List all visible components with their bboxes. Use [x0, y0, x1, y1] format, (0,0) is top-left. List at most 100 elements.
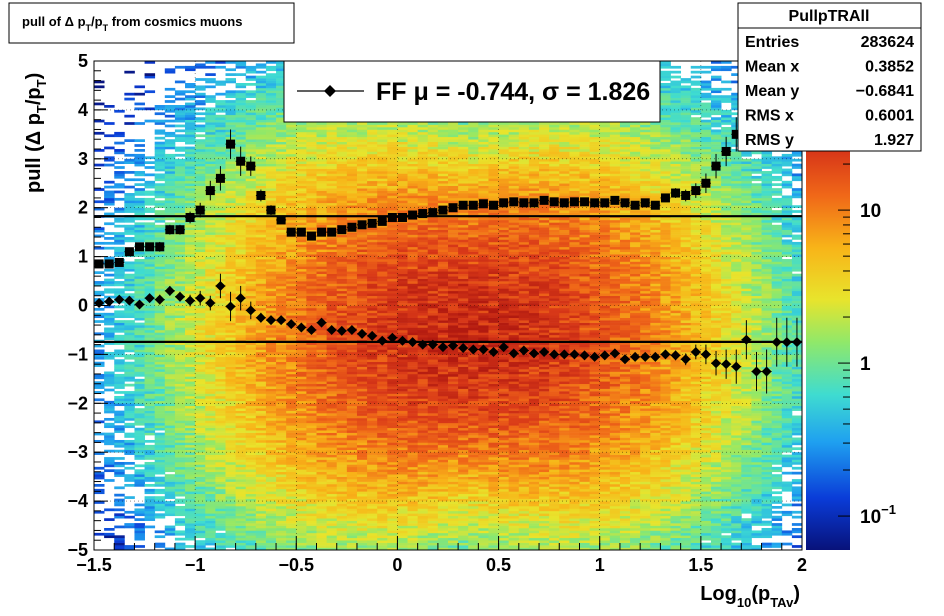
rms-point [155, 242, 164, 251]
rms-point [347, 223, 356, 232]
rms-point [691, 186, 700, 195]
y-tick-label: −1 [67, 344, 88, 364]
rms-point [95, 259, 104, 268]
rms-point [358, 220, 367, 229]
stats-value: 1.927 [874, 132, 914, 149]
x-axis-title: Log10(pTAv) [700, 583, 800, 610]
rms-point [722, 147, 731, 156]
rms-point [529, 198, 538, 207]
rms-point [438, 206, 447, 215]
rms-point [327, 228, 336, 237]
rms-point [600, 198, 609, 207]
x-tick-label: 1 [595, 555, 605, 575]
y-tick-label: −4 [67, 491, 88, 511]
rms-point [236, 157, 245, 166]
legend-text: FF μ = -0.744, σ = 1.826 [376, 78, 650, 106]
rms-point [368, 219, 377, 228]
rms-point [701, 179, 710, 188]
rms-point [681, 191, 690, 200]
rms-point [277, 215, 286, 224]
rms-point [661, 193, 670, 202]
stats-name: PullpTRAll [789, 8, 870, 25]
rms-point [651, 201, 660, 210]
stats-value: 0.6001 [865, 108, 914, 125]
rms-point [125, 247, 134, 256]
heatmap-cells [94, 61, 802, 550]
rms-point [307, 232, 316, 241]
rms-point [459, 201, 468, 210]
rms-point [580, 197, 589, 206]
y-tick-label: 2 [78, 198, 88, 218]
rms-point [226, 140, 235, 149]
stats-label: Mean x [745, 59, 799, 76]
rms-point [610, 196, 619, 205]
y-tick-label: −2 [67, 393, 88, 413]
rms-point [560, 198, 569, 207]
rms-point [287, 228, 296, 237]
x-tick-label: 1.5 [688, 555, 713, 575]
rms-point [671, 189, 680, 198]
rms-point [621, 198, 630, 207]
stats-label: RMS x [745, 108, 794, 125]
rms-point [246, 162, 255, 171]
stats-value: 283624 [861, 34, 914, 51]
y-tick-label: 5 [78, 51, 88, 71]
rms-point [499, 198, 508, 207]
y-axis-title: pull (Δ pT/pT) [23, 73, 49, 193]
rms-point [388, 213, 397, 222]
rms-point [641, 198, 650, 207]
x-tick-label: 0.5 [486, 555, 511, 575]
rms-point [337, 225, 346, 234]
rms-point [509, 197, 518, 206]
rms-point [115, 258, 124, 267]
rms-point [297, 228, 306, 237]
y-tick-label: 1 [78, 247, 88, 267]
y-tick-label: 0 [78, 296, 88, 316]
x-tick-label: −1 [185, 555, 206, 575]
rms-point [256, 191, 265, 200]
z-tick-label: 10 [860, 201, 881, 222]
fit-legend: FF μ = -0.744, σ = 1.826 [284, 61, 660, 122]
rms-point [196, 206, 205, 215]
y-tick-label: 4 [78, 100, 88, 120]
z-tick-label: 1 [860, 354, 871, 375]
rms-point [550, 197, 559, 206]
stats-value: 0.3852 [865, 59, 914, 76]
rms-point [469, 201, 478, 210]
rms-point [712, 162, 721, 171]
z-tick-label: 10−1 [860, 502, 896, 528]
rms-point [175, 225, 184, 234]
rms-point [519, 198, 528, 207]
rms-point [317, 228, 326, 237]
stats-label: RMS y [745, 132, 794, 149]
rms-point [418, 209, 427, 218]
rms-point [186, 213, 195, 222]
title-box: pull of Δ pT/pT from cosmics muons [9, 3, 294, 43]
rms-point [135, 242, 144, 251]
rms-point [631, 201, 640, 210]
y-tick-label: 3 [78, 149, 88, 169]
rms-point [398, 213, 407, 222]
rms-point [267, 206, 276, 215]
y-tick-label: −3 [67, 442, 88, 462]
stats-value: −0.6841 [856, 83, 914, 100]
x-tick-label: −0.5 [279, 555, 315, 575]
stats-label: Mean y [745, 83, 799, 100]
rms-point [540, 196, 549, 205]
rms-point [570, 197, 579, 206]
rms-point [206, 186, 215, 195]
color-scale: 10−1 1 10 [806, 118, 896, 550]
rms-point [489, 201, 498, 210]
rms-point [408, 211, 417, 220]
rms-point [105, 259, 114, 268]
rms-point [479, 199, 488, 208]
rms-point [165, 225, 174, 234]
stats-box: PullpTRAll Entries 283624 Mean x 0.3852 Mean… [738, 3, 921, 151]
rms-point [590, 198, 599, 207]
rms-point [145, 242, 154, 251]
x-tick-label: 0 [392, 555, 402, 575]
rms-point [428, 208, 437, 217]
stats-label: Entries [745, 34, 799, 51]
